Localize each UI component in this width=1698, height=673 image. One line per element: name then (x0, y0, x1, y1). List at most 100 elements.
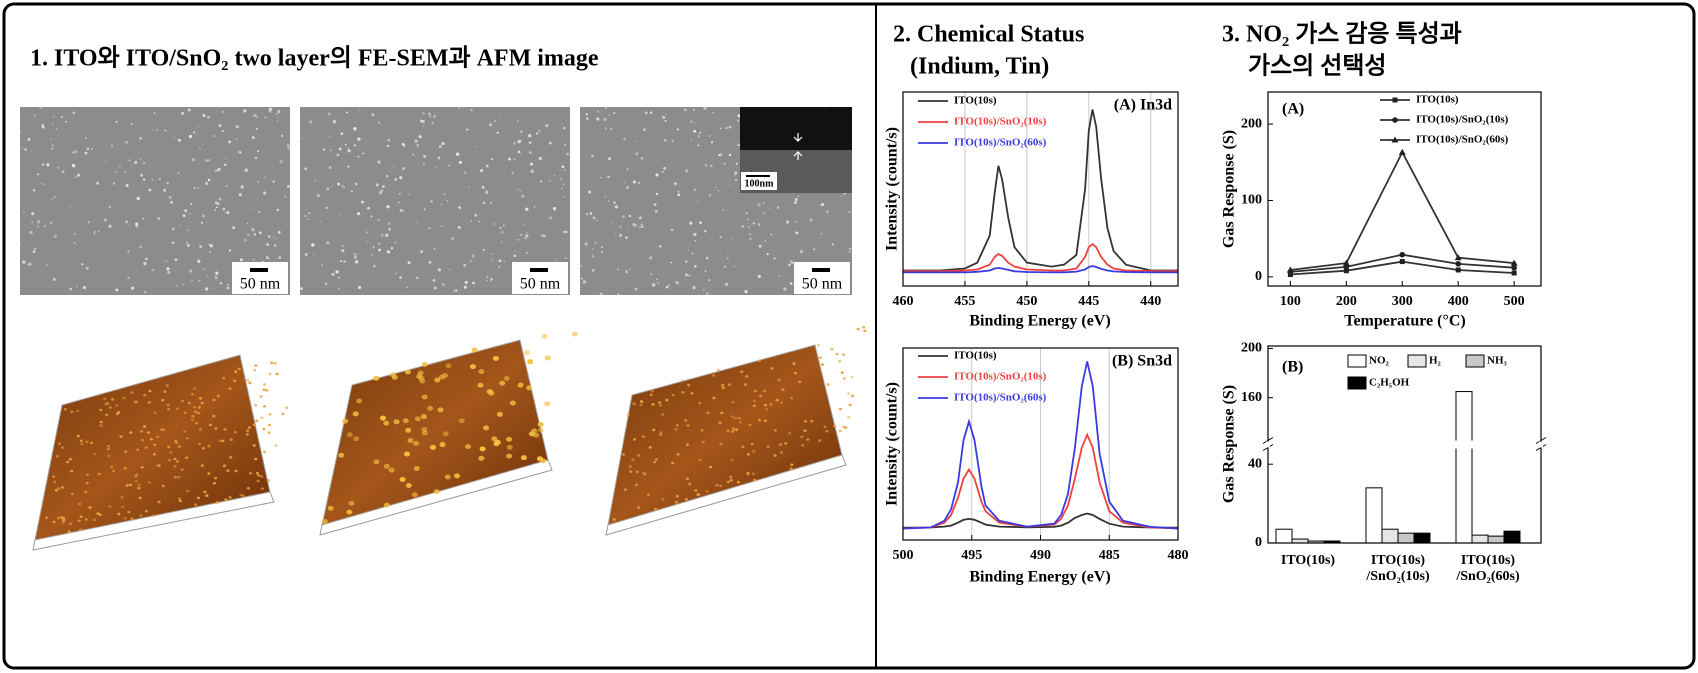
sem-grain (520, 130, 523, 133)
sem-grain (526, 231, 528, 234)
afm-grain (54, 489, 58, 492)
sem-grain (523, 223, 525, 226)
sem-grain (559, 177, 562, 181)
sem-grain (640, 156, 644, 160)
sem-grain (353, 127, 357, 131)
sem-grain (387, 139, 390, 142)
sem-grain (533, 206, 536, 208)
sem-grain (39, 106, 42, 109)
afm-grain (146, 431, 151, 434)
afm-grain (284, 406, 289, 409)
sem-grain (286, 144, 290, 147)
sem-grain (638, 225, 642, 229)
annotation: (A) (1282, 101, 1304, 118)
afm-grain (260, 487, 265, 490)
afm-grain (62, 518, 66, 522)
legend-label: ITO(10s)/SnO₂(10s) (1416, 114, 1509, 126)
afm-grain (527, 359, 534, 365)
sem-grain (382, 185, 385, 188)
sem-grain (843, 193, 846, 195)
sem-grain (329, 149, 332, 152)
afm-grain (757, 359, 761, 363)
sem-grain (390, 247, 394, 250)
sem-grain (622, 215, 625, 218)
sem-grain (525, 251, 528, 254)
sem-grain (170, 200, 174, 204)
afm-grain (99, 424, 103, 427)
sem-grain (670, 228, 674, 232)
sem-grain (388, 228, 391, 231)
afm-grain (729, 479, 733, 482)
sem-grain (46, 163, 50, 167)
afm-grain (192, 405, 197, 409)
afm-grain (327, 505, 334, 511)
sem-grain (52, 123, 54, 125)
sem-grain (104, 218, 107, 222)
inset-arrow (793, 133, 803, 160)
sem-grain (694, 239, 697, 242)
sem-grain (182, 283, 185, 286)
sem-grain (40, 182, 42, 185)
sem-grain (566, 152, 570, 156)
afm-grain (499, 380, 506, 386)
series-line (902, 512, 1179, 529)
sem-grain (513, 142, 516, 145)
legend-label: ITO(10s) (954, 350, 997, 362)
afm-image (607, 344, 843, 526)
sem-grain (744, 289, 748, 294)
afm-grain (628, 465, 632, 468)
sem-grain (208, 251, 211, 253)
sem-grain (664, 119, 667, 122)
sem-grain (441, 141, 445, 145)
afm-grain (506, 436, 513, 442)
sem-grain (347, 165, 350, 168)
afm-grain (797, 380, 802, 384)
sem-grain (263, 191, 267, 195)
sem-grain (253, 233, 257, 236)
sem-grain (491, 253, 493, 255)
sem-grain (151, 179, 154, 181)
x-tick-label: 480 (1168, 548, 1189, 563)
sem-grain (406, 286, 409, 289)
sem-grain (500, 116, 502, 118)
sem-grain (435, 166, 438, 168)
x-tick-label: 455 (954, 294, 975, 309)
afm-grain (149, 437, 153, 441)
sem-grain (208, 159, 211, 162)
sem-grain (428, 260, 432, 264)
sem-grain (848, 210, 851, 214)
sem-grain (357, 285, 362, 290)
afm-grain (373, 459, 380, 465)
afm-grain (134, 475, 138, 478)
afm-grain (80, 442, 84, 446)
sem-grain (237, 150, 242, 154)
sem-grain (665, 113, 667, 115)
marker (1392, 117, 1398, 123)
afm-grain (720, 383, 725, 387)
afm-grain (741, 445, 745, 449)
afm-grain (421, 394, 428, 400)
sem-grain (708, 134, 711, 138)
sem-grain (257, 181, 260, 183)
sem-grain (528, 151, 532, 155)
sem-grain (372, 246, 375, 248)
sem-grain (222, 207, 226, 211)
y-tick-label: 0 (1255, 535, 1262, 550)
afm-grain (803, 420, 808, 423)
sem-grain (214, 276, 218, 280)
sem-grain (790, 260, 792, 262)
afm-grain (143, 393, 147, 397)
afm-grain (458, 418, 465, 424)
sem-grain (176, 284, 178, 287)
x-tick-label: 200 (1336, 294, 1357, 309)
sem-grain (423, 154, 427, 158)
bar (1275, 528, 1293, 544)
sem-grain (482, 201, 486, 205)
afm-grain (840, 371, 844, 374)
sem-grain (614, 205, 619, 209)
x-tick-label: 450 (1016, 294, 1037, 309)
sem-grain (240, 185, 244, 189)
afm-grain (779, 443, 783, 446)
afm-grain (687, 383, 691, 387)
afm-grain (753, 478, 757, 482)
